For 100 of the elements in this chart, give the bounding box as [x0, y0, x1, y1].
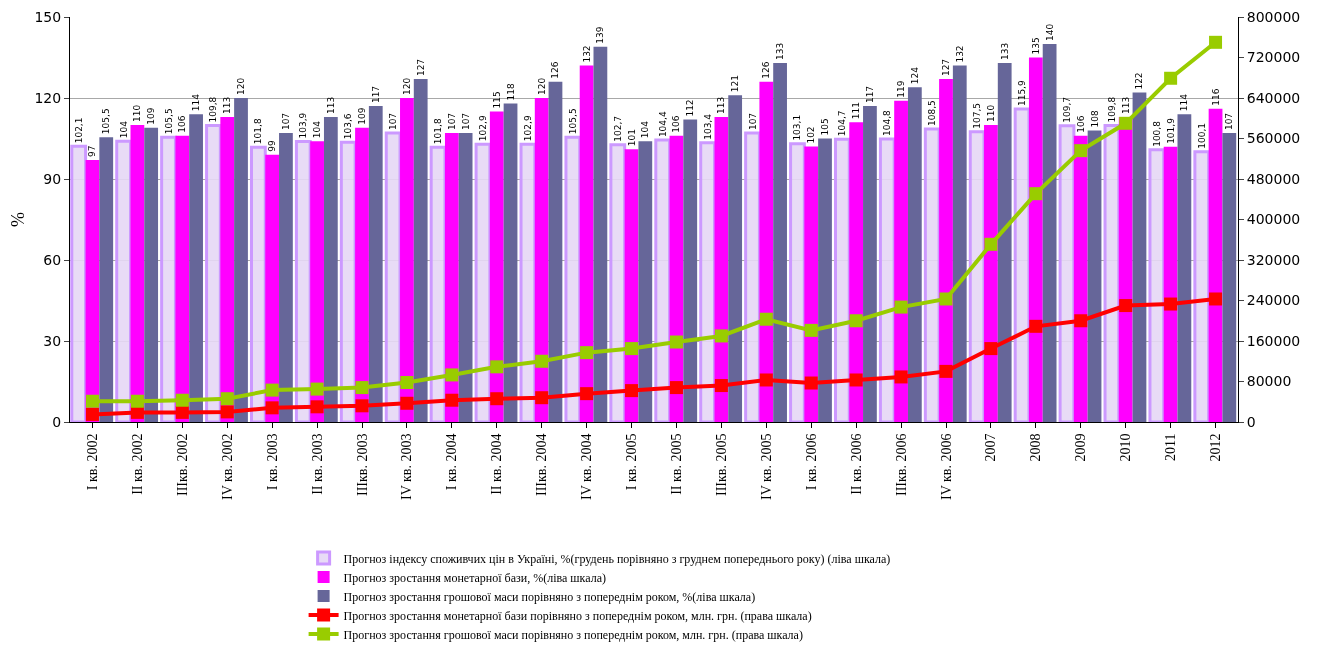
- point: [759, 373, 773, 387]
- x-tick-label: IIIкв. 2005: [713, 433, 729, 497]
- bar: [175, 135, 190, 422]
- data-label: 139: [595, 26, 606, 44]
- point: [939, 292, 953, 306]
- data-label: 107: [446, 112, 457, 131]
- point: [1164, 297, 1178, 311]
- point: [759, 312, 773, 326]
- legend-label: Прогноз зростання монетарної бази, %(ліва шкала): [343, 570, 606, 585]
- bar: [997, 62, 1012, 422]
- data-label: 120: [236, 77, 247, 95]
- legend-label: Прогноз зростання монетарної бази порівняно з попереднім роком, млн. грн. (права шкала): [343, 608, 812, 623]
- data-label: 105,5: [567, 108, 578, 135]
- data-label: 107: [388, 112, 399, 131]
- bar: [1042, 44, 1057, 422]
- bar: [1028, 57, 1043, 422]
- y-tick-label: 120: [34, 89, 62, 106]
- bar: [638, 141, 653, 422]
- bar: [1208, 108, 1223, 422]
- x-tick-label: 2009: [1073, 433, 1089, 462]
- point: [1074, 314, 1088, 328]
- data-label: 115,9: [1017, 80, 1028, 107]
- data-label: 100,8: [1151, 120, 1162, 147]
- bar: [1132, 92, 1147, 422]
- data-label: 101,8: [253, 118, 264, 145]
- data-label: 127: [941, 58, 951, 77]
- data-label: 101: [626, 129, 637, 147]
- data-label: 103,6: [343, 113, 354, 140]
- data-label: 106: [177, 115, 188, 133]
- data-label: 107: [1224, 112, 1235, 131]
- data-label: 99: [267, 139, 278, 152]
- bar: [323, 116, 338, 422]
- point: [85, 394, 99, 408]
- data-label: 111: [851, 102, 862, 120]
- point: [1164, 71, 1178, 85]
- bar: [400, 98, 414, 422]
- data-label: 120: [401, 77, 412, 95]
- y2-tick-label: 800000: [1246, 8, 1301, 25]
- bar: [1087, 130, 1102, 422]
- bar: [609, 143, 627, 422]
- point: [849, 314, 863, 328]
- bar: [70, 144, 88, 422]
- data-label: 113: [716, 96, 727, 114]
- data-label: 107: [460, 112, 471, 131]
- point: [894, 300, 908, 314]
- point: [939, 364, 953, 378]
- data-label: 119: [896, 80, 907, 98]
- data-label: 103,9: [298, 112, 309, 139]
- data-label: 127: [415, 58, 426, 77]
- point: [445, 393, 459, 407]
- data-label: 121: [730, 75, 741, 93]
- bar: [654, 138, 672, 422]
- point: [580, 387, 594, 401]
- bar: [759, 81, 774, 422]
- y2-tick-label: 560000: [1246, 130, 1301, 147]
- point: [175, 405, 189, 419]
- legend-label: Прогноз індексу споживчих цін в Україні, %(грудень порівняно з груднем попереднього року) (ліва шкала): [343, 551, 891, 566]
- x-tick-label: IV кв. 2006: [938, 433, 954, 501]
- legend-label: Прогноз зростання грошової маси порівняно з попереднім роком, %(ліва шкала): [343, 589, 756, 604]
- x-tick-label: IV кв. 2002: [219, 433, 235, 501]
- data-label: 124: [909, 66, 920, 85]
- point: [1119, 116, 1133, 130]
- point: [130, 394, 144, 408]
- data-label: 113: [1120, 96, 1131, 114]
- bar: [699, 141, 716, 422]
- data-label: 113: [222, 96, 233, 114]
- bar: [773, 62, 787, 422]
- bar: [728, 95, 743, 422]
- bar: [144, 127, 159, 422]
- point: [669, 381, 683, 395]
- bar: [907, 87, 922, 422]
- x-tick-label: II кв. 2002: [129, 433, 145, 495]
- point: [445, 368, 459, 382]
- data-label: 102,1: [73, 117, 84, 144]
- point: [1029, 319, 1043, 333]
- bar: [579, 65, 594, 422]
- bar: [1193, 150, 1211, 422]
- data-label: 117: [864, 85, 875, 104]
- bar: [564, 135, 582, 422]
- y2-tick-label: 0: [1246, 413, 1256, 430]
- data-label: 110: [132, 104, 143, 122]
- point: [355, 381, 369, 395]
- bar: [939, 79, 953, 422]
- data-label: 109,7: [1061, 97, 1072, 123]
- data-label: 115: [491, 91, 502, 109]
- bar: [548, 81, 563, 422]
- data-label: 100,1: [1196, 122, 1207, 149]
- point: [714, 329, 728, 343]
- data-label: 140: [1044, 23, 1055, 41]
- y-tick-label: 150: [34, 8, 62, 25]
- bar: [503, 103, 518, 422]
- data-label: 132: [954, 45, 965, 63]
- data-label: 109: [357, 107, 367, 125]
- point: [310, 400, 324, 414]
- x-tick-label: IIIкв. 2006: [893, 433, 909, 497]
- data-label: 105: [820, 118, 831, 136]
- bar: [1222, 133, 1237, 422]
- data-label: 106: [671, 115, 682, 133]
- bar: [1073, 135, 1088, 422]
- y2-tick-label: 160000: [1246, 332, 1301, 349]
